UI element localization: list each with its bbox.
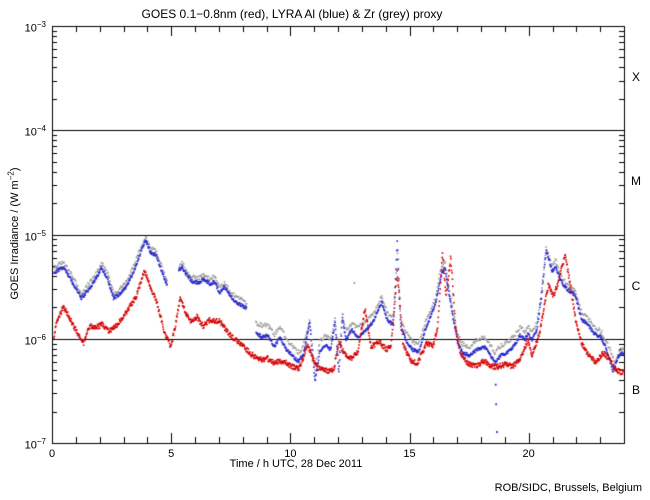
y-tick-exponent: −7 [36,437,46,446]
y-tick-exponent: −6 [36,332,46,342]
flare-class-label-M: M [631,174,641,189]
y-tick-base: 10 [24,231,37,244]
y-tick-base: 10 [24,22,37,35]
y-tick-exponent: −3 [36,20,46,29]
y-axis-label-exponent: −2 [6,171,16,181]
credit-text: ROB/SIDC, Brussels, Belgium [494,482,642,494]
y-tick-base: 10 [24,126,37,139]
x-tick-label: 20 [522,448,535,460]
y-tick-base: 10 [24,335,37,348]
y-tick-base: 10 [24,439,37,452]
y-tick-exponent: −4 [36,124,46,134]
flare-class-label-X: X [631,70,640,85]
y-axis-label-suffix: ) [9,167,22,172]
y-tick-label: 10−5 [25,227,46,245]
y-axis-label-text: GOES Irradiance / (W m [9,180,22,300]
x-tick-label: 15 [403,448,416,460]
y-tick-label: 10−3 [25,18,46,36]
y-tick-label: 10−7 [25,435,46,453]
x-tick-label: 10 [284,448,297,460]
y-tick-label: 10−6 [25,331,46,349]
x-tick-label: 5 [168,448,175,460]
x-axis-label: Time / h UTC, 28 Dec 2011 [229,458,363,470]
y-tick-exponent: −5 [36,228,46,238]
y-axis-label: GOES Irradiance / (W m−2) [7,114,22,354]
flare-class-label-C: C [631,278,641,293]
chart-title: GOES 0.1−0.8nm (red), LYRA Al (blue) & Z… [141,7,443,21]
y-tick-label: 10−4 [25,122,46,140]
x-tick-label: 0 [48,448,56,460]
flare-class-label-B: B [631,382,640,397]
